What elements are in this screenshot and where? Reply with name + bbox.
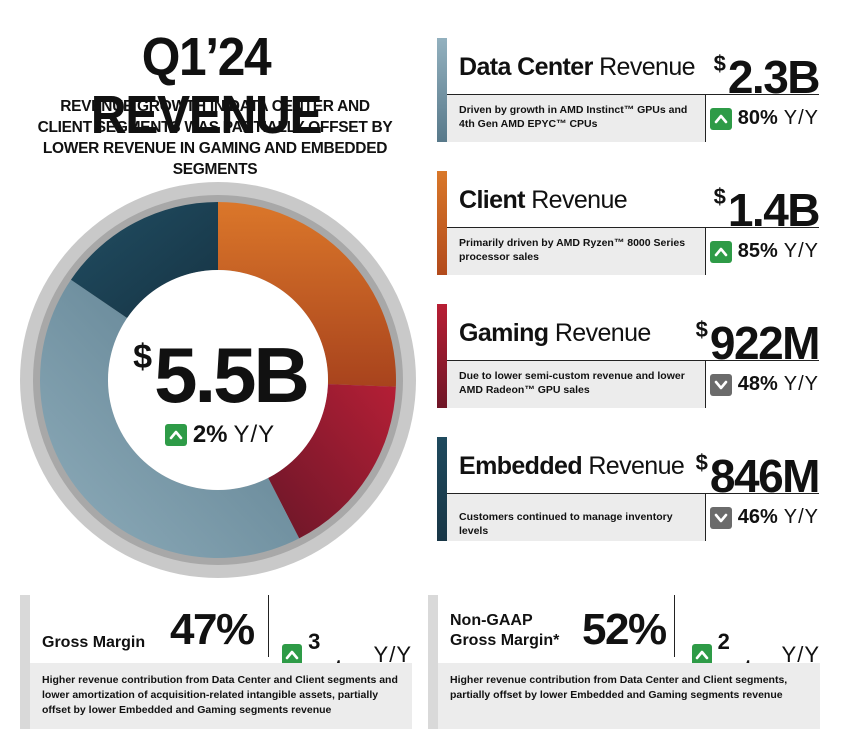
segment-yoy-label: Y/Y <box>783 506 819 528</box>
metric-bar <box>428 595 438 729</box>
gross-margin-value: 47% <box>170 605 255 654</box>
segment-yoy-label: Y/Y <box>783 107 819 129</box>
total-yoy-label: Y/Y <box>233 421 276 448</box>
segment-card-gaming: Gaming Revenue $922M Due to lower semi-c… <box>437 304 821 408</box>
donut-slice-embedded <box>70 202 218 319</box>
segment-currency: $ <box>713 184 726 209</box>
segment-title: Gaming Revenue <box>459 318 651 348</box>
segment-yoy-pct: 46% <box>737 506 778 528</box>
segment-name-suffix: Revenue <box>582 452 685 480</box>
up-arrow-icon <box>282 644 303 666</box>
segment-description: Primarily driven by AMD Ryzen™ 8000 Seri… <box>447 227 705 275</box>
segment-description: Due to lower semi-custom revenue and low… <box>447 360 705 408</box>
segment-yoy-label: Y/Y <box>783 373 819 395</box>
donut-hole <box>108 270 328 490</box>
gross-margin-card: Gross Margin 47% 3 ppts Y/Y Higher reven… <box>20 595 412 729</box>
non-gaap-margin-card: Non-GAAP Gross Margin* 52% 2 ppts Y/Y Hi… <box>428 595 820 729</box>
segment-description: Driven by growth in AMD Instinct™ GPUs a… <box>447 94 705 142</box>
up-arrow-icon <box>692 644 712 666</box>
metric-divider <box>674 595 675 657</box>
metric-divider <box>268 595 269 657</box>
segment-color-bar <box>437 38 447 142</box>
non-gaap-label-line2: Gross Margin* <box>450 632 560 649</box>
up-arrow-icon <box>164 424 187 446</box>
segment-yoy: 46% Y/Y <box>705 493 819 541</box>
page-subtitle: REVENUE GROWTH IN DATA CENTER AND CLIENT… <box>37 98 393 178</box>
segment-color-bar <box>437 304 447 408</box>
total-yoy-pct: 2% <box>192 421 228 448</box>
total-revenue: $5.5B 2% Y/Y <box>100 315 340 449</box>
down-arrow-icon <box>709 506 732 529</box>
segment-currency: $ <box>695 450 708 475</box>
segment-title: Data Center Revenue <box>459 52 696 82</box>
segment-card-client: Client Revenue $1.4B Primarily driven by… <box>437 171 821 275</box>
donut-slices <box>39 202 396 558</box>
segment-name-suffix: Revenue <box>592 53 695 81</box>
total-amount: 5.5B <box>154 331 310 419</box>
segment-name: Client <box>459 186 525 214</box>
segment-yoy: 80% Y/Y <box>705 94 819 142</box>
metric-bar <box>20 595 30 729</box>
total-currency: $ <box>133 338 153 376</box>
donut-slice-data-center <box>39 279 300 558</box>
segment-name-suffix: Revenue <box>548 319 651 347</box>
segment-name: Embedded <box>459 452 583 480</box>
non-gaap-margin-description: Higher revenue contribution from Data Ce… <box>438 663 820 729</box>
total-yoy: 2% Y/Y <box>100 421 340 449</box>
donut-slice-client <box>218 202 396 387</box>
segment-yoy: 85% Y/Y <box>705 227 819 275</box>
non-gaap-margin-value: 52% <box>582 605 667 654</box>
gross-margin-description: Higher revenue contribution from Data Ce… <box>30 663 412 729</box>
gross-margin-label: Gross Margin <box>42 634 146 651</box>
non-gaap-margin-label: Non-GAAP Gross Margin* <box>450 611 559 651</box>
segment-name-suffix: Revenue <box>524 186 628 214</box>
revenue-donut-chart <box>20 182 416 578</box>
up-arrow-icon <box>709 107 732 130</box>
non-gaap-label-line1: Non-GAAP <box>450 612 533 629</box>
gross-margin-yoy-label: Y/Y <box>373 642 412 667</box>
segment-card-embedded: Embedded Revenue $846M Customers continu… <box>437 437 821 541</box>
segment-yoy: 48% Y/Y <box>705 360 819 408</box>
segment-title: Embedded Revenue <box>459 451 685 481</box>
segment-yoy-pct: 80% <box>737 107 778 129</box>
segment-yoy-label: Y/Y <box>783 240 819 262</box>
segment-color-bar <box>437 171 447 275</box>
segment-color-bar <box>437 437 447 541</box>
segment-name: Gaming <box>459 319 549 347</box>
segment-card-data-center: Data Center Revenue $2.3B Driven by grow… <box>437 38 821 142</box>
segment-title: Client Revenue <box>459 185 628 215</box>
segment-currency: $ <box>695 317 708 342</box>
up-arrow-icon <box>709 240 732 263</box>
non-gaap-margin-yoy-label: Y/Y <box>781 642 820 667</box>
down-arrow-icon <box>709 373 732 396</box>
segment-yoy-pct: 48% <box>737 373 778 395</box>
segment-currency: $ <box>713 51 726 76</box>
total-revenue-value: $5.5B <box>100 315 340 417</box>
donut-slice-gaming <box>268 384 396 539</box>
segment-description: Customers continued to manage inventory … <box>447 493 705 541</box>
segment-yoy-pct: 85% <box>737 240 778 262</box>
page-title: Q1’24 REVENUE <box>90 27 323 145</box>
segment-name: Data Center <box>459 53 593 81</box>
